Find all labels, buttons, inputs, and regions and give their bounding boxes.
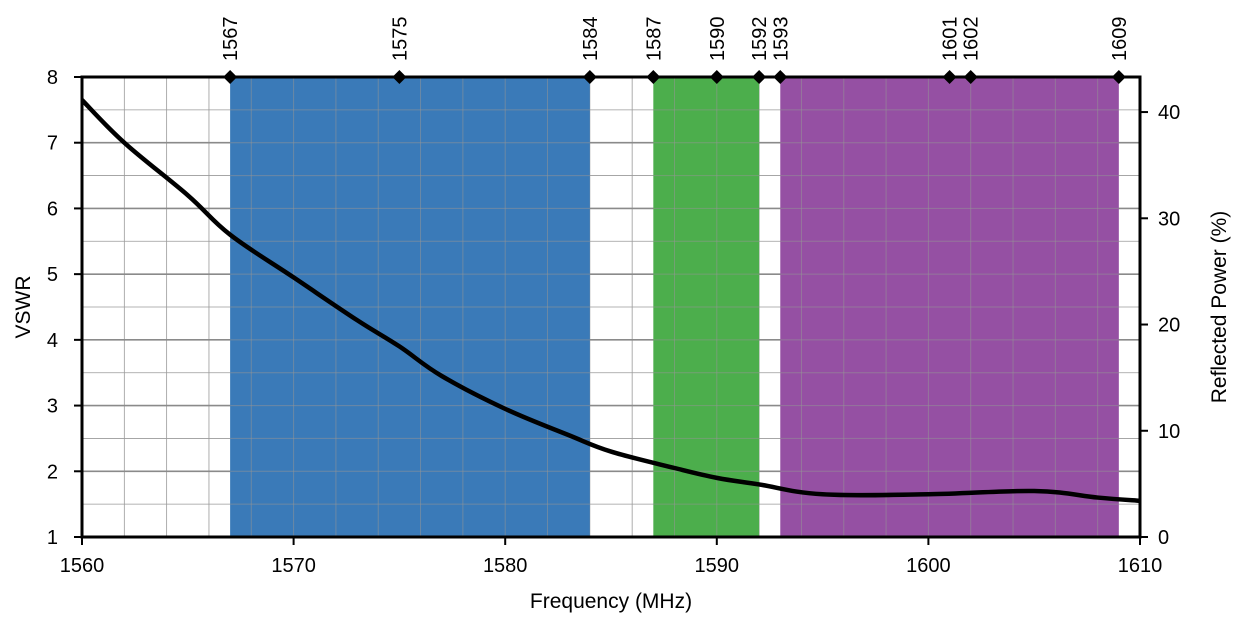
y-tick-label: 5 [47, 264, 58, 286]
y2-tick-label: 20 [1158, 315, 1180, 337]
band-marker-label: 1567 [220, 17, 242, 62]
x-axis-title: Frequency (MHz) [530, 590, 692, 613]
tick-labels: 1560 1570 1580 1590 1600 1610 1 2 3 4 5 6 7 8 0 10 20 30 4… [47, 67, 1180, 577]
y-tick-label: 2 [47, 461, 58, 483]
x-tick-label: 1570 [271, 555, 316, 577]
band-marker-diamond [646, 70, 661, 84]
band-marker-label: 1590 [707, 17, 729, 62]
band-marker-diamond [963, 70, 978, 84]
band-marker-diamond [752, 70, 767, 84]
y2-axis-title: Reflected Power (%) [1208, 211, 1231, 404]
y-axis-title: VSWR [12, 276, 35, 339]
band-marker-diamond [392, 70, 407, 84]
band-marker-label: 1587 [643, 17, 665, 62]
y-tick-label: 7 [47, 133, 58, 155]
band-marker-diamond [773, 70, 788, 84]
x-tick-label: 1600 [906, 555, 951, 577]
band-marker-label: 1584 [580, 17, 602, 62]
band-marker-diamond [223, 70, 238, 84]
y-tick-label: 3 [47, 396, 58, 418]
y2-tick-label: 30 [1158, 208, 1180, 230]
x-tick-label: 1610 [1118, 555, 1163, 577]
band-marker-label: 1575 [389, 17, 411, 62]
band-marker-label: 1593 [770, 17, 792, 62]
tick-marks [74, 76, 1148, 545]
y-tick-label: 4 [47, 330, 58, 352]
y-tick-label: 1 [47, 527, 58, 549]
x-tick-label: 1580 [483, 555, 528, 577]
y2-tick-label: 40 [1158, 102, 1180, 124]
band-marker-diamond [942, 70, 957, 84]
y2-tick-label: 10 [1158, 421, 1180, 443]
y2-tick-label: 0 [1158, 527, 1169, 549]
band-markers: 1567 1575 1584 1587 1590 1592 1593 1601 1602 1609 [220, 17, 1131, 84]
band-marker-label: 1609 [1109, 17, 1131, 62]
band-marker-label: 1592 [749, 17, 771, 62]
x-tick-label: 1560 [60, 555, 105, 577]
band-marker-diamond [709, 70, 724, 84]
band-grid-overlay [230, 77, 1119, 537]
band-marker-label: 1602 [961, 17, 983, 62]
band-marker-label: 1601 [940, 17, 962, 62]
vswr-series-line [80, 98, 1141, 504]
y-tick-label: 6 [47, 198, 58, 220]
band-marker-diamond [1111, 70, 1126, 84]
plot-frame [80, 75, 1142, 539]
y-tick-label: 8 [47, 67, 58, 89]
band-marker-diamond [582, 70, 597, 84]
x-tick-label: 1590 [695, 555, 740, 577]
